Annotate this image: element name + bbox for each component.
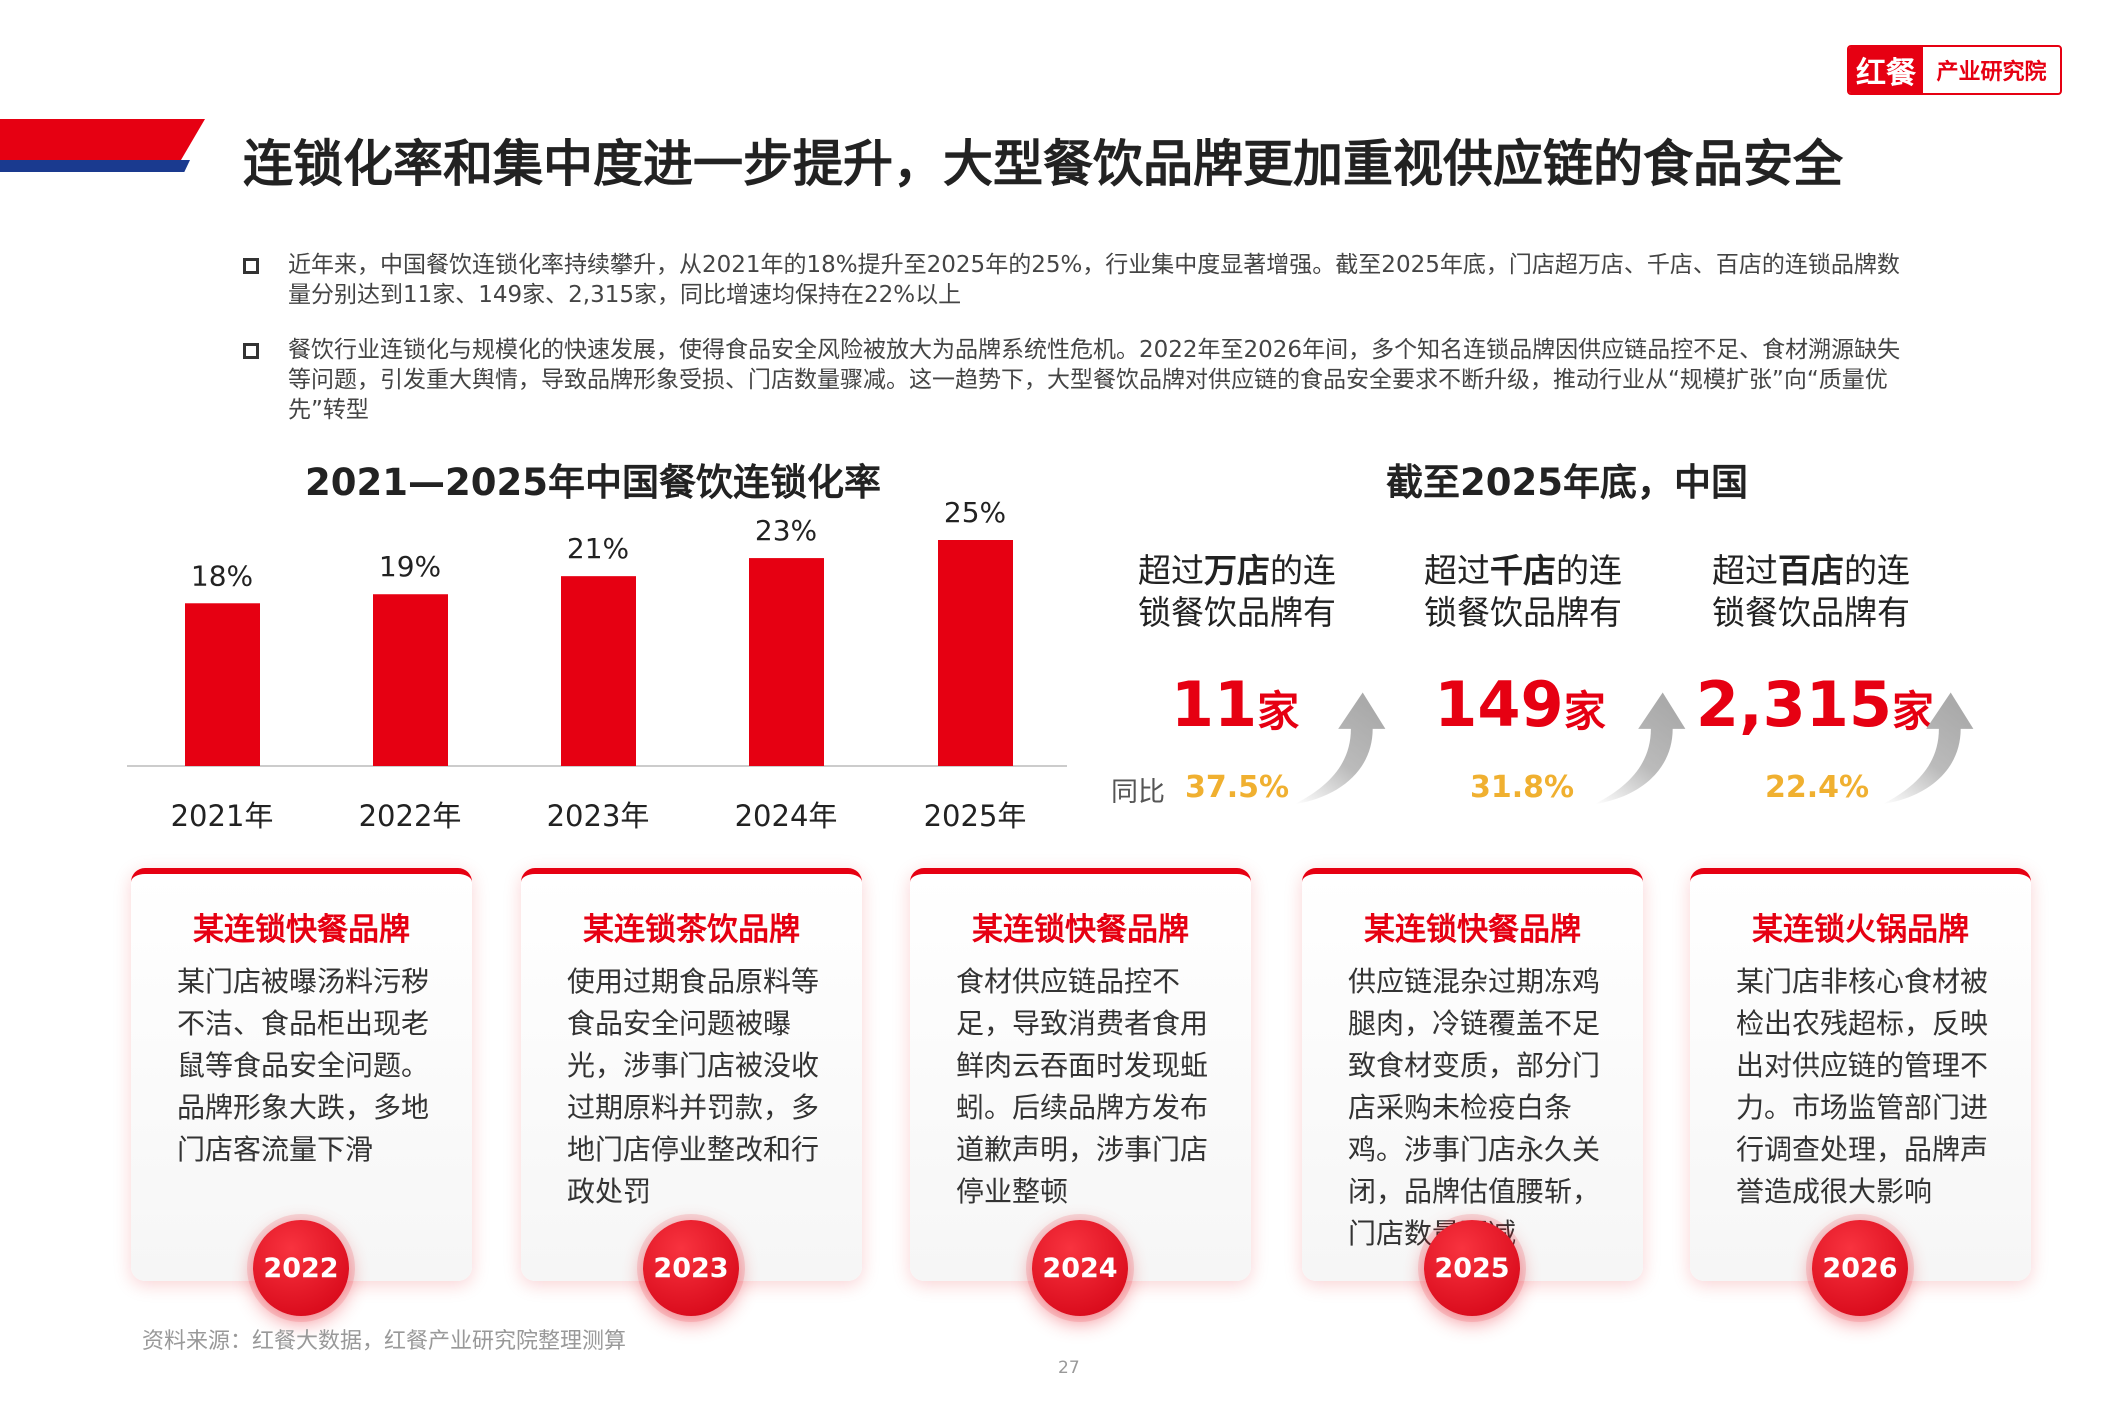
header-accent-blue: [0, 160, 190, 172]
card-body: 食材供应链品控不足，导致消费者食用鲜肉云吞面时发现蚯蚓。后续品牌方发布道歉声明，…: [956, 965, 1209, 1208]
card-title: 某连锁快餐品牌: [1364, 912, 1581, 948]
incident-card: 某连锁快餐品牌 某门店被曝汤料污秽不洁、食品柜出现老鼠等食品安全问题。品牌形象大…: [131, 868, 472, 1281]
bar: [749, 558, 824, 766]
yoy-label: 同比: [1111, 777, 1165, 808]
card-body: 某门店被曝汤料污秽不洁、食品柜出现老鼠等食品安全问题。品牌形象大跌，多地门店客流…: [177, 965, 430, 1166]
card-body: 供应链混杂过期冻鸡腿肉，冷链覆盖不足致食材变质，部分门店采购未检疫白条鸡。涉事门…: [1348, 965, 1601, 1250]
incident-card: 某连锁火锅品牌 某门店非核心食材被检出农残超标，反映出对供应链的管理不力。市场监…: [1690, 868, 2031, 1281]
x-tick-label: 2022年: [359, 799, 462, 833]
incident-card: 某连锁茶饮品牌 使用过期食品原料等食品安全问题被曝光，涉事门店被没收过期原料并罚…: [521, 868, 862, 1281]
year-badge: 2022: [253, 1220, 349, 1316]
stat-value: 2,315家: [1695, 668, 1935, 741]
stat-value: 149家: [1434, 668, 1606, 741]
page-title: 连锁化率和集中度进一步提升，大型餐饮品牌更加重视供应链的食品安全: [243, 135, 1843, 193]
square-bullet-icon: [243, 258, 259, 274]
page-number: 27: [1058, 1358, 1080, 1378]
stat-description: 超过千店的连 锁餐饮品牌有: [1424, 551, 1622, 632]
stat-value: 11家: [1170, 668, 1300, 741]
card-title: 某连锁火锅品牌: [1752, 912, 1969, 948]
stat-block: 超过百店的连 锁餐饮品牌有: [1712, 550, 1982, 634]
data-label: 23%: [755, 514, 817, 547]
data-label: 21%: [567, 532, 629, 565]
bar: [561, 576, 636, 766]
growth-arrow-icon: [1882, 692, 1974, 805]
bar: [938, 540, 1013, 766]
bullet-point: 近年来，中国餐饮连锁化率持续攀升，从2021年的18%提升至2025年的25%，…: [243, 250, 1903, 310]
source-note: 资料来源：红餐大数据，红餐产业研究院整理测算: [142, 1329, 627, 1354]
card-body: 某门店非核心食材被检出农残超标，反映出对供应链的管理不力。市场监管部门进行调查处…: [1736, 965, 1989, 1208]
stat-description: 超过万店的连 锁餐饮品牌有: [1138, 551, 1336, 632]
growth-arrow-icon: [1294, 692, 1386, 805]
stat-description: 超过百店的连 锁餐饮品牌有: [1712, 551, 1910, 632]
stat-block: 超过千店的连 锁餐饮品牌有: [1424, 550, 1694, 634]
card-body: 使用过期食品原料等食品安全问题被曝光，涉事门店被没收过期原料并罚款，多地门店停业…: [567, 965, 820, 1208]
x-tick-label: 2023年: [547, 799, 650, 833]
bar: [185, 603, 260, 766]
yoy-value: 22.4%: [1765, 770, 1870, 805]
yoy-value: 37.5%: [1185, 770, 1290, 805]
x-tick-label: 2025年: [924, 799, 1027, 833]
year-badge: 2024: [1032, 1220, 1128, 1316]
yoy-value: 31.8%: [1470, 770, 1575, 805]
year-badge: 2023: [643, 1220, 739, 1316]
bullet-text: 餐饮行业连锁化与规模化的快速发展，使得食品安全风险被放大为品牌系统性危机。202…: [288, 337, 1901, 423]
brand-logo: 红餐 产业研究院: [1847, 45, 2062, 95]
card-title: 某连锁快餐品牌: [193, 912, 410, 948]
logo-subtitle: 产业研究院: [1936, 60, 2047, 85]
stat-block: 超过万店的连 锁餐饮品牌有: [1138, 550, 1408, 634]
chart-title: 2021—2025年中国餐饮连锁化率: [305, 461, 881, 504]
square-bullet-icon: [243, 343, 259, 359]
incident-card: 某连锁快餐品牌 供应链混杂过期冻鸡腿肉，冷链覆盖不足致食材变质，部分门店采购未检…: [1302, 868, 1643, 1281]
growth-arrow-icon: [1594, 692, 1686, 805]
x-tick-label: 2021年: [171, 799, 274, 833]
x-tick-label: 2024年: [735, 799, 838, 833]
bar: [373, 594, 448, 766]
stats-title: 截至2025年底，中国: [1386, 461, 1748, 504]
bullet-point: 餐饮行业连锁化与规模化的快速发展，使得食品安全风险被放大为品牌系统性危机。202…: [243, 335, 1903, 425]
incident-card: 某连锁快餐品牌 食材供应链品控不足，导致消费者食用鲜肉云吞面时发现蚯蚓。后续品牌…: [910, 868, 1251, 1281]
card-title: 某连锁快餐品牌: [972, 912, 1189, 948]
data-label: 25%: [944, 496, 1006, 529]
logo-brand: 红餐: [1849, 47, 1923, 93]
data-label: 18%: [191, 559, 253, 592]
year-badge: 2025: [1424, 1220, 1520, 1316]
header-accent-red: [0, 119, 205, 161]
card-title: 某连锁茶饮品牌: [583, 912, 800, 948]
bullet-text: 近年来，中国餐饮连锁化率持续攀升，从2021年的18%提升至2025年的25%，…: [288, 252, 1900, 308]
data-label: 19%: [379, 550, 441, 583]
bar-chart: 18% 2021年 19% 2022年 21% 2023年 23% 2024年 25% 2025年: [127, 496, 1067, 833]
year-badge: 2026: [1812, 1220, 1908, 1316]
